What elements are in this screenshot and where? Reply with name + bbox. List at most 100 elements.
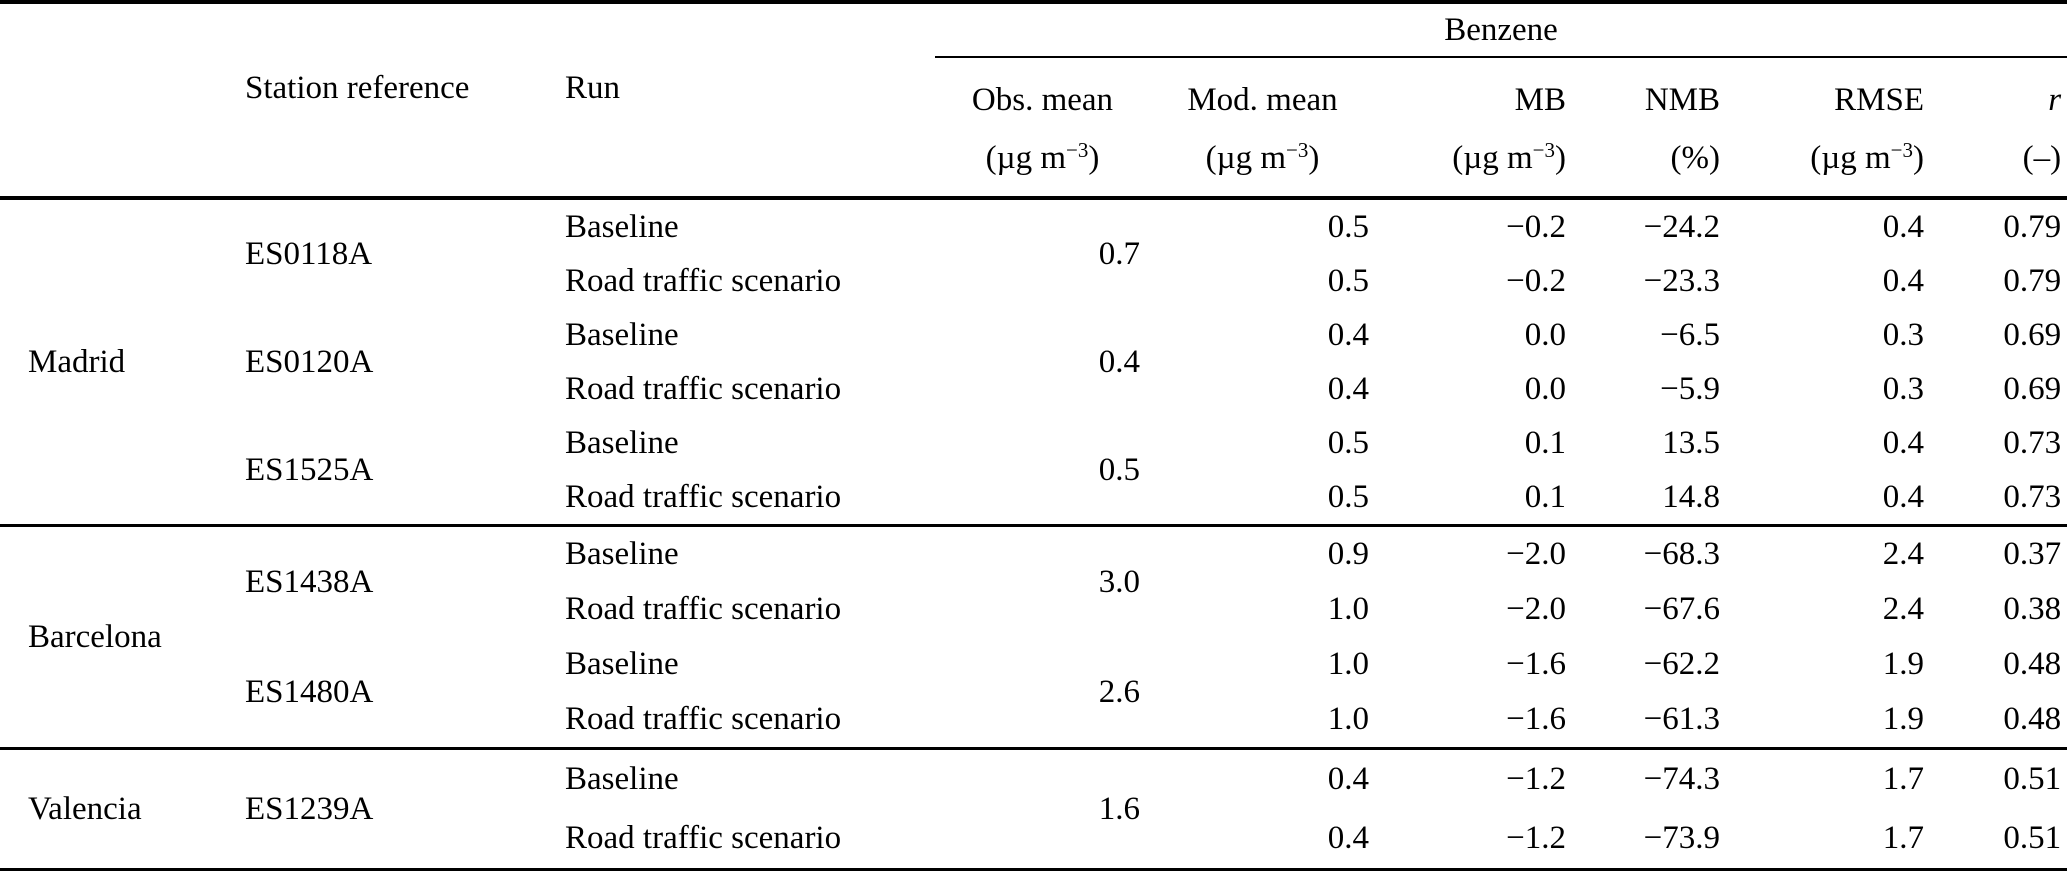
cell-rmse: 2.4 xyxy=(1882,591,1924,628)
header-spacer xyxy=(0,2,935,57)
cell-mb: −1.2 xyxy=(1506,820,1566,857)
unit-rmse: (µg m−3) xyxy=(1726,120,1930,200)
table-row: Road traffic scenario 0.5 −0.2 −23.3 0.4… xyxy=(0,254,2067,308)
table-row: ES1480A Baseline 2.6 1.0 −1.6 −62.2 1.9 … xyxy=(0,637,2067,710)
cell-r: 0.79 xyxy=(2003,208,2062,245)
unit-mod-mean: (µg m−3) xyxy=(1150,120,1375,200)
cell-obs-mean: 0.5 xyxy=(1098,451,1140,488)
column-header-station-reference: Station reference xyxy=(245,70,470,107)
cell-mod-mean: 1.0 xyxy=(1327,591,1369,628)
cell-r: 0.38 xyxy=(2003,591,2062,628)
column-header-r: r xyxy=(2048,81,2062,118)
cell-run: Road traffic scenario xyxy=(565,701,842,738)
table-header: Benzene Station reference Run Obs. mean … xyxy=(0,2,2067,200)
cell-nmb: −24.2 xyxy=(1643,208,1720,245)
unit-text: (µg m xyxy=(1205,140,1287,177)
cell-mod-mean: 0.9 xyxy=(1150,524,1375,582)
cell-run: Baseline xyxy=(565,646,679,683)
cell-station-es1525a: ES1525A xyxy=(245,451,374,488)
cell-nmb: −67.6 xyxy=(1643,591,1720,628)
cell-r: 0.51 xyxy=(2003,820,2062,857)
unit-obs-mean: (µg m−3) xyxy=(935,120,1150,200)
cell-mod-mean: 0.5 xyxy=(1327,262,1369,299)
cell-nmb: −73.9 xyxy=(1643,820,1720,857)
cell-r: 0.69 xyxy=(2003,370,2062,407)
unit-header-row: (µg m−3) (µg m−3) (µg m−3) (%) (µg m−3) … xyxy=(0,120,2067,200)
cell-run: Road traffic scenario xyxy=(565,591,842,628)
column-header-mod-mean: Mod. mean xyxy=(1187,81,1338,118)
cell-mb: 0.0 xyxy=(1524,370,1566,407)
unit-text: (µg m xyxy=(1452,140,1533,177)
cell-rmse: 1.9 xyxy=(1882,646,1924,683)
unit-superscript: −3 xyxy=(1066,138,1089,163)
cell-run: Baseline xyxy=(565,316,679,353)
unit-text: (µg m xyxy=(985,140,1067,177)
cell-run: Baseline xyxy=(565,524,935,582)
cell-station-es1480a: ES1480A xyxy=(245,673,374,710)
cell-nmb: −5.9 xyxy=(1660,370,1720,407)
unit-superscript: −3 xyxy=(1890,138,1913,163)
cell-mod-mean: 0.4 xyxy=(1150,747,1375,809)
cell-rmse: 1.7 xyxy=(1882,820,1924,857)
cell-mod-mean: 0.4 xyxy=(1327,820,1369,857)
column-header-row: Station reference Run Obs. mean Mod. mea… xyxy=(0,57,2067,120)
table-row: Road traffic scenario 0.5 0.1 14.8 0.4 0… xyxy=(0,470,2067,526)
cell-mod-mean: 1.0 xyxy=(1327,646,1369,683)
cell-rmse: 0.3 xyxy=(1882,370,1924,407)
cell-r: 0.73 xyxy=(2003,478,2062,515)
table-row: Valencia ES1239A Baseline 1.6 0.4 −1.2 −… xyxy=(0,747,2067,870)
cell-rmse: 1.9 xyxy=(1882,701,1924,738)
cell-rmse: 2.4 xyxy=(1726,524,1930,582)
cell-run: Baseline xyxy=(565,747,935,809)
table-row: Barcelona ES1438A Baseline 3.0 0.9 −2.0 … xyxy=(0,524,2067,749)
cell-station-es1438a: ES1438A xyxy=(245,524,565,637)
cell-r: 0.69 xyxy=(2003,316,2062,353)
cell-mb: −0.2 xyxy=(1506,262,1566,299)
unit-text: (µg m xyxy=(1810,140,1891,177)
cell-city-valencia: Valencia xyxy=(0,747,245,870)
cell-mb: −1.6 xyxy=(1506,701,1566,738)
column-header-run: Run xyxy=(565,70,621,107)
header-spacer xyxy=(0,120,935,200)
cell-mb: −1.6 xyxy=(1506,646,1566,683)
cell-nmb: 13.5 xyxy=(1662,424,1720,461)
cell-r: 0.73 xyxy=(2003,424,2062,461)
cell-run: Road traffic scenario xyxy=(565,820,842,857)
cell-obs-mean: 3.0 xyxy=(935,524,1150,637)
cell-run: Road traffic scenario xyxy=(565,370,842,407)
group-title-benzene: Benzene xyxy=(935,2,2067,58)
cell-rmse: 0.4 xyxy=(1882,424,1924,461)
cell-obs-mean: 0.7 xyxy=(1098,235,1140,272)
unit-text: ) xyxy=(1555,140,1566,177)
cell-mod-mean: 0.4 xyxy=(1327,370,1369,407)
unit-text: ) xyxy=(1088,140,1100,177)
unit-nmb: (%) xyxy=(1572,120,1726,200)
cell-nmb: −68.3 xyxy=(1572,524,1726,582)
cell-mod-mean: 0.5 xyxy=(1327,208,1369,245)
cell-mb: 0.1 xyxy=(1524,424,1566,461)
cell-mod-mean: 1.0 xyxy=(1327,701,1369,738)
cell-city-madrid: Madrid xyxy=(28,343,126,380)
cell-nmb: −6.5 xyxy=(1660,316,1720,353)
table-row: Road traffic scenario 1.0 −1.6 −61.3 1.9… xyxy=(0,692,2067,749)
cell-rmse: 1.7 xyxy=(1726,747,1930,809)
cell-station-es0118a: ES0118A xyxy=(245,235,373,272)
cell-mod-mean: 0.4 xyxy=(1327,316,1369,353)
cell-station-es0120a: ES0120A xyxy=(245,343,374,380)
unit-r: (–) xyxy=(1930,120,2067,200)
table-row: ES0120A Baseline 0.4 0.4 0.0 −6.5 0.3 0.… xyxy=(0,308,2067,380)
unit-text: ) xyxy=(1308,140,1320,177)
cell-rmse: 0.4 xyxy=(1882,262,1924,299)
cell-mod-mean: 0.5 xyxy=(1327,478,1369,515)
table-row: Road traffic scenario 0.4 0.0 −5.9 0.3 0… xyxy=(0,362,2067,416)
cell-rmse: 0.4 xyxy=(1882,208,1924,245)
cell-nmb: −61.3 xyxy=(1643,701,1720,738)
cell-mb: −2.0 xyxy=(1375,524,1572,582)
column-header-obs-mean: Obs. mean xyxy=(971,81,1114,118)
cell-nmb: −62.2 xyxy=(1643,646,1720,683)
cell-r: 0.48 xyxy=(2003,646,2062,683)
cell-run: Road traffic scenario xyxy=(565,478,842,515)
table-row: ES1525A Baseline 0.5 0.5 0.1 13.5 0.4 0.… xyxy=(0,416,2067,488)
